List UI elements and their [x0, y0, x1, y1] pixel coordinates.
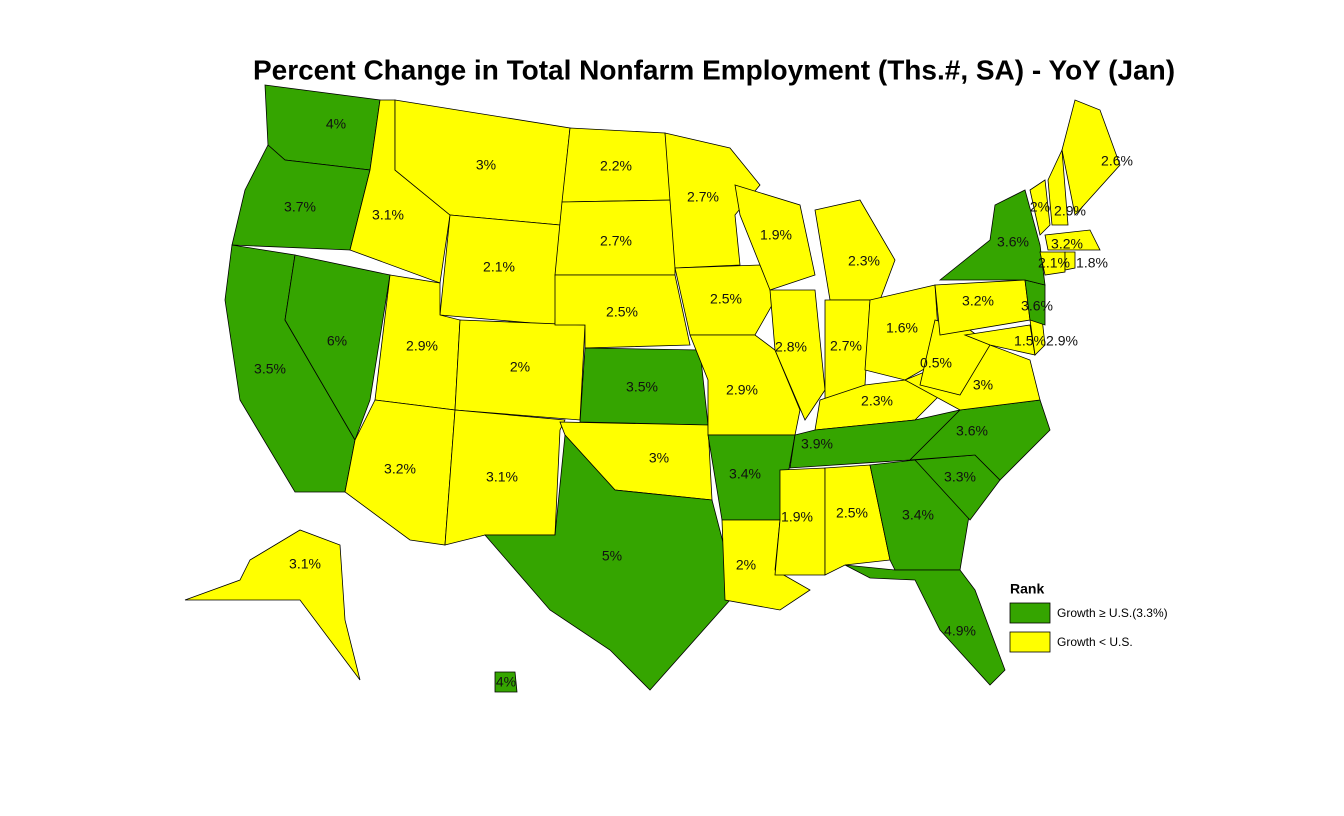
state-shape: [769, 289, 826, 421]
state-label: 3.7%: [284, 199, 316, 215]
state-label: 2.5%: [710, 291, 742, 307]
state-label: 2.8%: [775, 339, 807, 355]
state-label: 3%: [476, 157, 496, 173]
state-label: 3.2%: [384, 461, 416, 477]
state-label: 2.1%: [483, 259, 515, 275]
state-shape: [1044, 229, 1101, 251]
state-label: 1.8%: [1076, 255, 1108, 271]
state-shape: [1039, 251, 1066, 276]
state-label: 2.9%: [1054, 203, 1086, 219]
state-label: 3.4%: [729, 466, 761, 482]
state-label: 2.7%: [600, 233, 632, 249]
state-label: 5%: [602, 548, 622, 564]
state-label: 3.1%: [372, 207, 404, 223]
state-shape: [1047, 148, 1069, 226]
state-label: 3.5%: [254, 361, 286, 377]
state-shape: [864, 284, 941, 381]
state-shape: [824, 464, 891, 576]
state-label: 1.9%: [760, 227, 792, 243]
state-label: 4%: [326, 116, 346, 132]
state-label: 3.4%: [902, 507, 934, 523]
legend: Rank Growth ≥ U.S.(3.3%) Growth < U.S.: [1009, 581, 1168, 653]
state-label: 2.7%: [830, 338, 862, 354]
state-label: 3.9%: [801, 436, 833, 452]
state-label: 2.3%: [861, 393, 893, 409]
state-label: 6%: [327, 333, 347, 349]
states: 4%3.7%3.5%6%3.1%3%2.1%2.9%2%3.2% 3.1%2.2%…: [184, 84, 1133, 693]
state-shape: [494, 671, 518, 693]
legend-label: Growth ≥ U.S.(3.3%): [1057, 606, 1168, 620]
state-label: 2%: [736, 557, 756, 573]
state-label: 3.5%: [626, 379, 658, 395]
state-label: 3%: [973, 377, 993, 393]
state-label: 2.7%: [687, 189, 719, 205]
legend-title: Rank: [1010, 581, 1044, 597]
state-label: 4.9%: [944, 623, 976, 639]
state-label: 3%: [649, 450, 669, 466]
state-label: 3.6%: [1021, 298, 1053, 314]
state-shape: [814, 199, 896, 301]
state-label: 1.9%: [781, 509, 813, 525]
state-label: 3.1%: [486, 469, 518, 485]
state-shape: [1061, 99, 1121, 216]
state-shape: [184, 529, 361, 681]
state-label: 2.9%: [1046, 333, 1078, 349]
state-shape: [938, 189, 1046, 286]
legend-swatch: [1009, 631, 1051, 653]
state-label: 4%: [496, 674, 516, 690]
state-label: 3.3%: [944, 469, 976, 485]
state-shape: [774, 467, 826, 576]
state-label: 2.6%: [1101, 153, 1133, 169]
legend-swatch: [1009, 602, 1051, 624]
state-label: 2.1%: [1038, 255, 1070, 271]
state-label: 2%: [510, 359, 530, 375]
state-label: 2.9%: [406, 338, 438, 354]
state-label: 2%: [1030, 199, 1050, 215]
state-shape: [1064, 251, 1076, 271]
state-label: 2.3%: [848, 253, 880, 269]
state-label: 3.2%: [1051, 236, 1083, 252]
state-shape: [689, 334, 801, 436]
map-title: Percent Change in Total Nonfarm Employme…: [253, 54, 1175, 85]
state-label: 2.5%: [606, 304, 638, 320]
state-label: 1.6%: [886, 320, 918, 336]
state-label: 2.9%: [726, 382, 758, 398]
state-label: 3.6%: [997, 234, 1029, 250]
state-shape: [674, 264, 776, 336]
legend-label: Growth < U.S.: [1057, 635, 1133, 649]
state-shape: [1029, 179, 1051, 236]
state-label: 2.5%: [836, 505, 868, 521]
state-shape: [284, 254, 391, 441]
state-label: 1.5%: [1014, 333, 1046, 349]
state-label: 0.5%: [920, 355, 952, 371]
state-label: 3.2%: [962, 293, 994, 309]
state-shape: [844, 564, 1006, 686]
state-label: 2.2%: [600, 158, 632, 174]
state-label: 3.6%: [956, 423, 988, 439]
state-label: 3.1%: [289, 556, 321, 572]
